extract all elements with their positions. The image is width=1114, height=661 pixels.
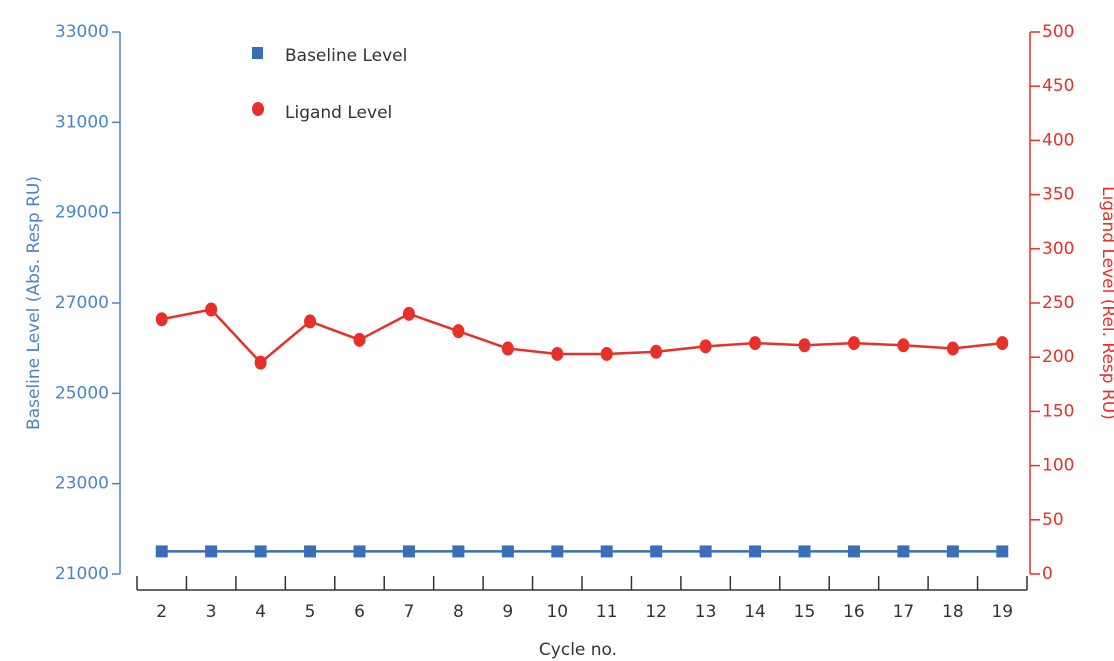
legend-marker bbox=[252, 47, 263, 59]
x-tick-label: 9 bbox=[502, 602, 513, 622]
point bbox=[501, 341, 514, 356]
point bbox=[353, 545, 366, 558]
y-tick-label: 33000 bbox=[55, 22, 109, 42]
point bbox=[946, 545, 959, 558]
point bbox=[600, 346, 613, 361]
point bbox=[205, 302, 218, 317]
y2-tick-label: 450 bbox=[1042, 76, 1074, 96]
x-tick-label: 17 bbox=[893, 602, 915, 622]
x-tick-label: 3 bbox=[206, 602, 217, 622]
x-tick-label: 19 bbox=[991, 602, 1013, 622]
y2-axis-label: Ligand Level (Rel. Resp RU) bbox=[1098, 186, 1114, 420]
point bbox=[946, 341, 959, 356]
y-tick-label: 25000 bbox=[55, 383, 109, 403]
point bbox=[996, 545, 1009, 558]
x-tick-label: 5 bbox=[305, 602, 316, 622]
y2-tick-label: 350 bbox=[1042, 185, 1074, 205]
x-tick-label: 16 bbox=[843, 602, 865, 622]
point bbox=[897, 545, 910, 558]
y2-tick-label: 250 bbox=[1042, 293, 1074, 313]
x-tick-label: 13 bbox=[695, 602, 717, 622]
point bbox=[402, 306, 415, 321]
y2-tick-label: 0 bbox=[1042, 564, 1053, 584]
point bbox=[254, 545, 267, 558]
y2-tick-label: 50 bbox=[1042, 510, 1064, 530]
y2-tick-label: 150 bbox=[1042, 401, 1074, 421]
x-tick-label: 11 bbox=[596, 602, 618, 622]
point bbox=[847, 336, 860, 351]
y-tick-label: 23000 bbox=[55, 474, 109, 494]
x-tick-label: 15 bbox=[794, 602, 816, 622]
point bbox=[551, 545, 564, 558]
y-tick-label: 31000 bbox=[55, 112, 109, 132]
x-tick-label: 7 bbox=[404, 602, 415, 622]
point bbox=[798, 545, 811, 558]
point bbox=[155, 312, 168, 327]
y2-tick-label: 500 bbox=[1042, 22, 1074, 42]
point bbox=[699, 545, 712, 558]
y2-tick-label: 200 bbox=[1042, 347, 1074, 367]
legend-label: Ligand Level bbox=[285, 103, 392, 123]
y-tick-label: 29000 bbox=[55, 203, 109, 223]
x-tick-label: 18 bbox=[942, 602, 964, 622]
x-tick-label: 6 bbox=[354, 602, 365, 622]
point bbox=[501, 545, 514, 558]
point bbox=[452, 324, 465, 339]
point bbox=[600, 545, 613, 558]
point bbox=[798, 338, 811, 353]
point bbox=[254, 355, 267, 370]
y-tick-label: 21000 bbox=[55, 564, 109, 584]
point bbox=[304, 314, 317, 329]
point bbox=[402, 545, 415, 558]
x-tick-label: 14 bbox=[744, 602, 766, 622]
point bbox=[749, 336, 762, 351]
x-axis-label: Cycle no. bbox=[539, 640, 617, 660]
y2-tick-label: 300 bbox=[1042, 239, 1074, 259]
point bbox=[996, 336, 1009, 351]
y-axis-label: Baseline Level (Abs. Resp RU) bbox=[24, 176, 44, 430]
y2-tick-label: 400 bbox=[1042, 130, 1074, 150]
series-line bbox=[161, 308, 1003, 365]
x-tick-label: 12 bbox=[645, 602, 667, 622]
point bbox=[551, 346, 564, 361]
point bbox=[650, 344, 663, 359]
y2-tick-label: 100 bbox=[1042, 456, 1074, 476]
point bbox=[650, 545, 663, 558]
point bbox=[304, 545, 317, 558]
x-tick-label: 8 bbox=[453, 602, 464, 622]
x-tick-label: 2 bbox=[156, 602, 167, 622]
point bbox=[353, 332, 366, 347]
point bbox=[205, 545, 218, 558]
y-tick-label: 27000 bbox=[55, 293, 109, 313]
point bbox=[749, 545, 762, 558]
x-tick-label: 10 bbox=[546, 602, 568, 622]
point bbox=[452, 545, 465, 558]
legend-label: Baseline Level bbox=[285, 46, 407, 66]
point bbox=[155, 545, 168, 558]
point bbox=[699, 339, 712, 354]
point bbox=[847, 545, 860, 558]
x-tick-label: 4 bbox=[255, 602, 266, 622]
legend-marker bbox=[252, 102, 264, 116]
point bbox=[897, 338, 910, 353]
